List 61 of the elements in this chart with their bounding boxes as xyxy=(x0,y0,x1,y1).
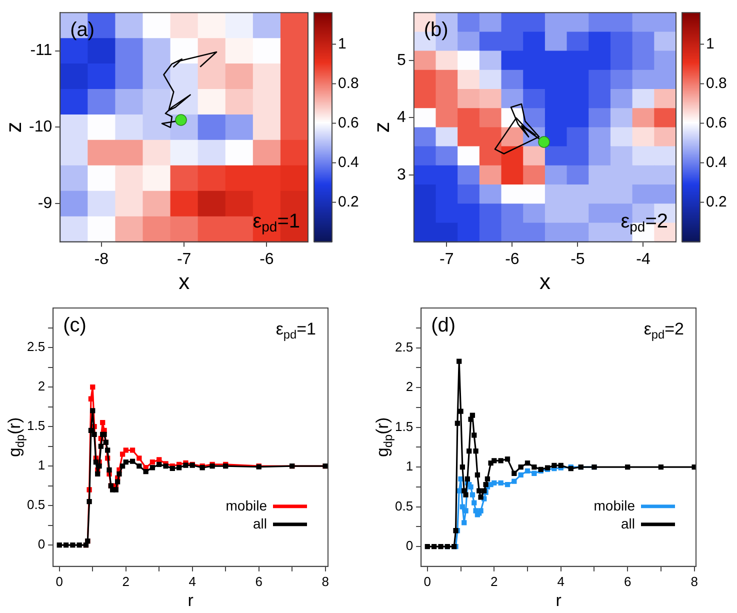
color-bar-label: 0.4 xyxy=(706,154,727,171)
legend-label: mobile xyxy=(594,497,636,514)
y-tick-label: 0.5 xyxy=(26,497,46,512)
x-tick-label: 0 xyxy=(424,574,432,589)
x-tick-label: -7 xyxy=(440,250,454,268)
y-tick-label: -10 xyxy=(29,118,52,136)
x-tick-label: 0 xyxy=(56,574,64,589)
x-tick-label: 4 xyxy=(557,574,564,589)
x-tick-label: 2 xyxy=(122,574,130,589)
x-tick-label: -7 xyxy=(176,250,192,268)
x-tick-label: 8 xyxy=(690,574,698,589)
y-tick-label: 2 xyxy=(38,378,46,394)
legend-label: all xyxy=(620,515,636,532)
annotation: (d) xyxy=(431,314,456,337)
y-tick-label: 2.5 xyxy=(26,339,46,354)
y-axis-title: gdp(r) xyxy=(373,417,395,458)
color-bar-label: 0.2 xyxy=(706,193,727,210)
x-tick-label: -4 xyxy=(636,250,650,268)
x-axis-title: x xyxy=(178,269,190,294)
color-bar-label: 0.2 xyxy=(338,193,359,210)
x-axis-title: r xyxy=(188,591,194,610)
y-tick-label: 1.5 xyxy=(394,418,414,434)
y-axis-title: z xyxy=(1,122,26,133)
color-bar-label: 0.8 xyxy=(338,74,359,92)
legend-label: mobile xyxy=(226,497,268,514)
y-tick-label: -9 xyxy=(38,195,52,212)
color-bar-label: 0.6 xyxy=(338,114,359,132)
color-bar-label: 0.4 xyxy=(338,154,359,171)
y-tick-label: 2.5 xyxy=(394,339,414,354)
x-tick-label: -8 xyxy=(94,250,109,268)
y-axis-title: z xyxy=(369,122,394,133)
color-bar-label: 0.6 xyxy=(706,114,727,132)
y-tick-label: 1.5 xyxy=(26,418,46,434)
color-bar-label: 1 xyxy=(706,35,714,52)
x-axis-title: r xyxy=(556,591,562,610)
y-tick-label: 5 xyxy=(396,52,406,69)
x-tick-label: 2 xyxy=(490,574,498,589)
annotation: (b) xyxy=(424,19,448,42)
y-tick-label: 4 xyxy=(396,109,406,126)
y-tick-label: 0.5 xyxy=(394,498,414,514)
annotation: (c) xyxy=(63,314,86,337)
color-bar-label: 1 xyxy=(338,35,346,52)
y-axis-title: gdp(r) xyxy=(5,417,27,458)
annotation: (a) xyxy=(70,19,95,42)
x-tick-label: 6 xyxy=(624,574,632,589)
x-tick-label: -6 xyxy=(505,250,520,268)
y-tick-label: 0 xyxy=(38,536,46,552)
y-tick-label: 1 xyxy=(38,458,46,473)
legend-label: all xyxy=(252,515,268,532)
y-tick-label: 1 xyxy=(406,458,414,474)
y-tick-label: 2 xyxy=(406,379,414,394)
y-tick-label: 3 xyxy=(396,166,406,184)
x-tick-label: -6 xyxy=(260,250,274,268)
y-tick-label: -11 xyxy=(30,42,52,60)
x-axis-title: x xyxy=(539,269,550,294)
x-tick-label: 6 xyxy=(255,574,262,589)
x-tick-label: 4 xyxy=(188,574,196,589)
x-tick-label: -5 xyxy=(570,250,585,268)
color-bar-label: 0.8 xyxy=(706,74,727,92)
y-tick-label: 0 xyxy=(406,538,414,554)
x-tick-label: 8 xyxy=(322,574,329,589)
